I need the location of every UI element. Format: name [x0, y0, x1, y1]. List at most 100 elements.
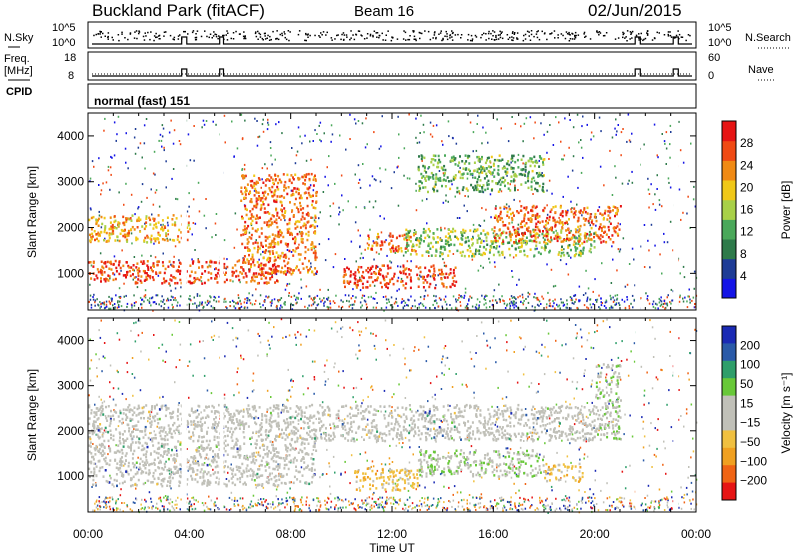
near-range-cell [660, 296, 662, 299]
noise-dot [343, 34, 346, 36]
echo-cell [445, 264, 448, 268]
echo-cell [577, 242, 580, 245]
noise-cell [98, 157, 100, 160]
noise-cell [173, 255, 175, 258]
echo-cell [471, 172, 474, 176]
noise-cell [580, 420, 582, 423]
noise-cell [365, 327, 367, 330]
echo-cell [523, 231, 526, 235]
echo-cell [137, 272, 140, 275]
echo-cell [543, 174, 545, 177]
echo-cell [515, 254, 518, 257]
noise-cell [101, 370, 103, 373]
noise-cell [240, 354, 242, 357]
noise-cell [149, 432, 151, 435]
echo-cell [467, 236, 469, 239]
echo-cell [521, 244, 523, 247]
echo-cell [615, 212, 617, 215]
noise-cell [375, 179, 377, 182]
noise-cell [197, 181, 200, 184]
echo-cell [553, 218, 556, 222]
noise-cell [110, 155, 112, 158]
noise-cell [88, 394, 90, 397]
echo-cell [261, 272, 264, 276]
echo-cell [100, 280, 102, 283]
near-range-cell [663, 300, 666, 302]
echo-cell [389, 278, 392, 282]
near-range-cell [631, 294, 634, 297]
noise-cell [385, 490, 387, 493]
echo-cell [561, 210, 564, 213]
noise-cell [154, 256, 157, 259]
noise-dot [259, 36, 262, 38]
noise-cell [593, 426, 595, 429]
echo-cell [479, 190, 482, 193]
noise-cell [555, 403, 558, 406]
noise-cell [260, 253, 262, 256]
noise-cell [373, 131, 375, 134]
noise-cell [567, 175, 569, 178]
echo-cell [468, 155, 471, 158]
echo-cell [342, 275, 345, 279]
echo-cell [486, 187, 489, 190]
noise-cell [445, 199, 447, 202]
echo-cell [207, 271, 210, 274]
noise-cell [320, 140, 322, 143]
echo-cell [245, 189, 248, 193]
noise-dot [297, 33, 300, 36]
echo-cell [370, 272, 373, 275]
noise-dot [449, 37, 451, 39]
noise-dot [669, 31, 671, 33]
echo-cell [248, 236, 251, 239]
near-range-cell [664, 307, 666, 310]
noise-cell [661, 369, 663, 372]
noise-cell [284, 506, 286, 509]
echo-cell [272, 252, 275, 255]
near-range-cell [265, 295, 267, 298]
noise-cell [98, 358, 100, 361]
noise-cell [432, 124, 435, 127]
noise-cell [643, 435, 646, 438]
echo-cell [223, 266, 226, 269]
echo-cell [271, 178, 274, 181]
noise-cell [687, 195, 689, 198]
near-range-cell [135, 301, 137, 304]
echo-cell [513, 228, 516, 232]
noise-cell [351, 329, 354, 332]
near-range-cell [143, 295, 146, 298]
echo-cell [149, 274, 152, 278]
near-range-cell [385, 298, 388, 301]
echo-cell [518, 237, 521, 241]
echo-cell [194, 271, 197, 274]
noise-cell [655, 455, 657, 458]
noise-cell [396, 289, 398, 292]
noise-cell [233, 155, 235, 158]
near-range-cell [445, 303, 448, 306]
echo-cell [538, 215, 541, 218]
noise-cell [113, 485, 115, 488]
echo-cell [508, 241, 511, 244]
noise-cell [196, 293, 199, 296]
echo-cell [476, 241, 479, 244]
noise-cell [327, 288, 329, 291]
echo-cell [311, 270, 314, 273]
noise-dot [530, 33, 533, 36]
noise-dot [538, 38, 541, 41]
noise-cell [653, 123, 656, 126]
near-range-cell [198, 304, 200, 307]
echo-cell [374, 279, 377, 282]
noise-cell [599, 165, 602, 168]
noise-dot [387, 30, 389, 32]
noise-cell [361, 499, 363, 502]
noise-cell [430, 437, 433, 440]
noise-dot [585, 35, 587, 38]
echo-cell [104, 280, 107, 283]
echo-cell [308, 177, 311, 181]
noise-cell [365, 117, 367, 120]
noise-dot [121, 31, 123, 34]
noise-dot [378, 36, 380, 39]
noise-cell [360, 330, 363, 333]
noise-cell [466, 177, 469, 180]
noise-cell [693, 287, 695, 290]
noise-cell [552, 285, 555, 288]
